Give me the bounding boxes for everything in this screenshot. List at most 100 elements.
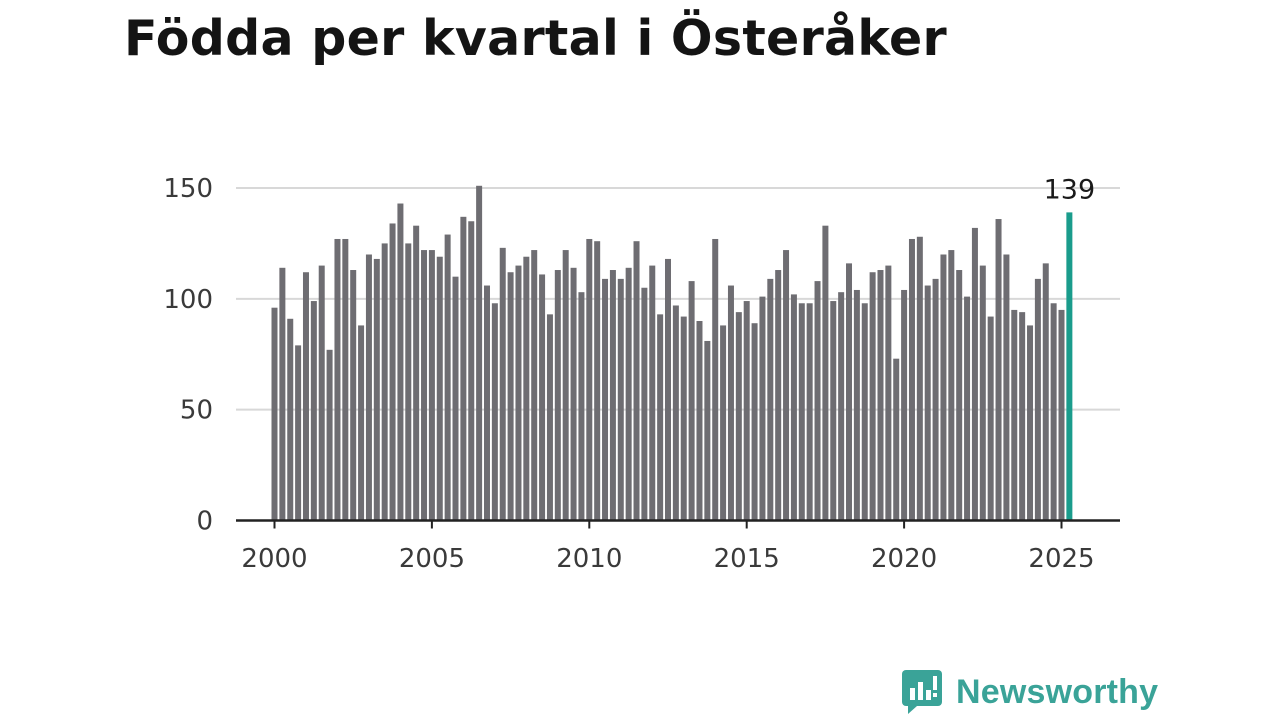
bar — [428, 250, 435, 521]
bar — [405, 243, 412, 521]
bar — [342, 238, 349, 521]
bar — [444, 234, 451, 521]
bar — [287, 318, 294, 521]
bar — [326, 349, 333, 521]
bar — [381, 243, 388, 521]
bar — [940, 254, 947, 521]
bar — [885, 265, 892, 521]
bar — [916, 236, 923, 521]
bar — [318, 265, 325, 521]
bar — [995, 219, 1002, 521]
bar — [767, 278, 774, 521]
bar — [759, 296, 766, 521]
bar — [578, 292, 585, 521]
x-tick-label: 2005 — [399, 544, 465, 574]
bar — [617, 278, 624, 521]
bar — [649, 265, 656, 521]
bar — [554, 270, 561, 521]
bar — [625, 267, 632, 521]
bar — [869, 272, 876, 521]
bar — [413, 225, 420, 521]
bar — [491, 303, 498, 521]
bar — [901, 289, 908, 521]
bar — [499, 247, 506, 521]
bar — [971, 227, 978, 521]
bar — [397, 203, 404, 521]
bar — [373, 258, 380, 521]
bar — [964, 296, 971, 521]
bar-highlight — [1066, 212, 1073, 521]
bar — [987, 316, 994, 521]
bar — [830, 301, 837, 521]
bar — [735, 312, 742, 521]
bar — [460, 216, 467, 521]
bar — [507, 272, 514, 521]
bar — [806, 303, 813, 521]
bar — [539, 274, 546, 521]
bar — [956, 270, 963, 521]
bar — [609, 270, 616, 521]
bar — [389, 223, 396, 521]
bar — [704, 340, 711, 521]
bar — [665, 258, 671, 521]
bar — [680, 316, 687, 521]
bar — [838, 292, 845, 521]
bar — [468, 221, 475, 521]
chart-title: Födda per kvartal i Österåker — [124, 10, 947, 67]
bar — [1058, 309, 1065, 521]
bar — [861, 303, 868, 521]
x-tick-label: 2020 — [871, 544, 937, 574]
bar — [546, 314, 553, 521]
bar — [908, 238, 915, 521]
x-tick-label: 2015 — [714, 544, 780, 574]
bar — [594, 241, 601, 521]
newsworthy-chart-icon — [902, 670, 942, 714]
y-tick-label: 0 — [196, 507, 213, 537]
logo-text: Newsworthy — [956, 672, 1159, 711]
bar — [672, 305, 679, 521]
bar — [1034, 278, 1041, 521]
bar — [727, 285, 734, 521]
x-tick-label: 2025 — [1028, 544, 1094, 574]
bar — [633, 241, 640, 521]
bar — [271, 307, 278, 521]
bar — [1019, 312, 1026, 521]
y-tick-label: 100 — [163, 285, 213, 315]
bar — [783, 250, 790, 521]
bar — [531, 250, 538, 521]
bar — [358, 325, 365, 521]
bar — [720, 325, 727, 521]
bar — [641, 287, 648, 521]
y-tick-label: 150 — [163, 174, 213, 204]
bar — [846, 263, 853, 521]
bar — [853, 289, 860, 521]
bar — [877, 270, 884, 521]
bar — [436, 256, 443, 521]
bar — [751, 323, 758, 521]
bar — [924, 285, 931, 521]
bar — [1027, 325, 1034, 521]
bar — [570, 267, 577, 521]
bar — [350, 270, 357, 521]
bar — [586, 238, 593, 521]
bar — [483, 285, 490, 521]
bar — [893, 358, 900, 521]
bar — [798, 303, 805, 521]
bar — [932, 278, 939, 521]
bar — [688, 281, 695, 521]
bar — [822, 225, 829, 521]
x-tick-label: 2010 — [556, 544, 622, 574]
bar — [712, 238, 719, 521]
bar — [1050, 303, 1057, 521]
x-tick-label: 2000 — [241, 544, 307, 574]
bar — [334, 238, 341, 521]
bar — [295, 345, 302, 521]
bar — [310, 301, 317, 521]
bar — [1042, 263, 1049, 521]
newsworthy-logo: Newsworthy — [902, 670, 1158, 714]
bar — [523, 256, 530, 521]
bar — [1003, 254, 1010, 521]
y-tick-label: 50 — [180, 396, 213, 426]
bar — [790, 294, 797, 521]
